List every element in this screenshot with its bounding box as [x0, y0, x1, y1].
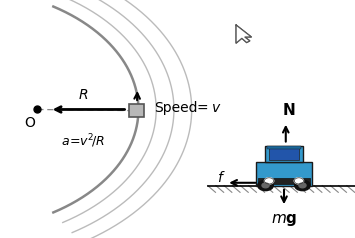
- Polygon shape: [236, 25, 251, 43]
- Bar: [269, 148, 299, 160]
- Text: $a\!=\!v^2\!/R$: $a\!=\!v^2\!/R$: [61, 133, 105, 150]
- Bar: [266, 146, 302, 162]
- Text: Speed: Speed: [154, 101, 198, 115]
- Circle shape: [258, 180, 273, 191]
- Text: $R$: $R$: [78, 88, 89, 102]
- Bar: [258, 178, 310, 184]
- Text: f: f: [218, 172, 222, 185]
- Circle shape: [264, 178, 274, 184]
- Circle shape: [295, 180, 310, 191]
- Circle shape: [299, 183, 306, 188]
- Circle shape: [294, 178, 304, 184]
- Text: $m\mathbf{g}$: $m\mathbf{g}$: [271, 212, 297, 228]
- Text: N: N: [282, 103, 295, 118]
- Bar: [267, 146, 301, 149]
- Bar: [129, 104, 144, 117]
- Circle shape: [262, 183, 269, 188]
- Text: $= v$: $= v$: [194, 101, 221, 115]
- Bar: [256, 162, 312, 186]
- Text: O: O: [24, 116, 35, 129]
